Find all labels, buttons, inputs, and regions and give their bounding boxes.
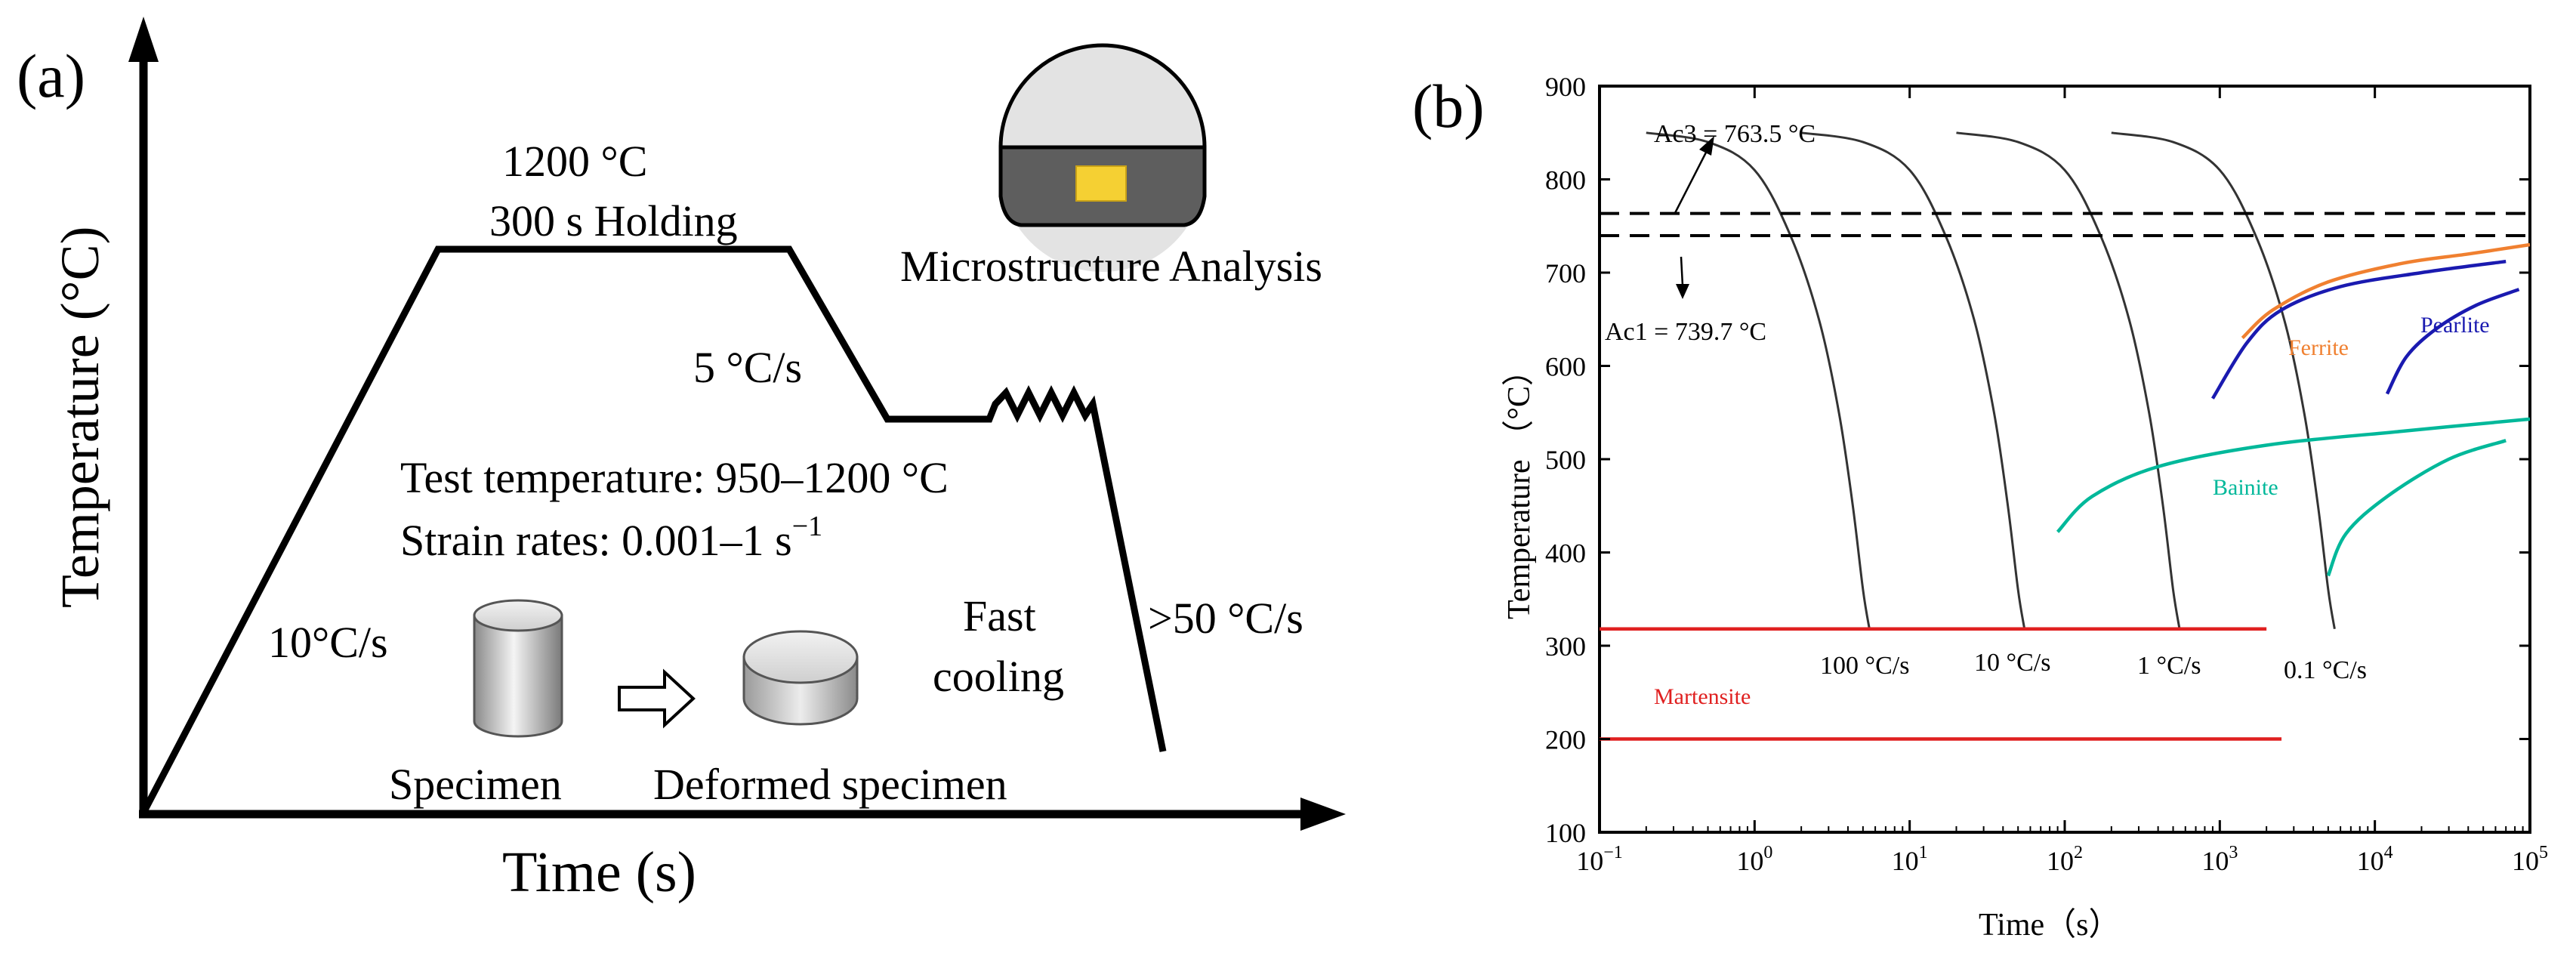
x-tick-label: 101 [1892,843,1928,876]
phase-curve-bainite [2056,417,2531,533]
ac1-pointer-head [1676,284,1689,299]
y-tick-label: 700 [1545,258,1586,288]
hollow-arrow-icon [618,668,696,729]
cooling-curve-1 [1800,131,2026,630]
microstructure-label: Microstructure Analysis [900,242,1322,291]
heating-rate-label: 10°C/s [268,618,388,667]
y-tick-label: 400 [1545,538,1586,569]
x-tick-label: 103 [2201,843,2238,876]
rate-label-10: 10 °C/s [1974,649,2050,677]
quench-rate-label: >50 °C/s [1148,594,1303,643]
ac1-label: Ac1 = 739.7 °C [1605,318,1766,346]
x-tick-label: 104 [2357,843,2393,876]
panel-a-y-axis-label: Temperature (°C) [50,226,110,608]
x-tick-label: 10−1 [1576,843,1623,876]
holding-temp-label: 1200 °C [502,137,647,186]
ac3-pointer [1674,147,1710,214]
ferrite-label: Ferrite [2288,335,2349,360]
panel-a-x-arrowhead [1300,798,1346,831]
phase-curve-bainite-lower [2326,439,2507,577]
specimen-label: Specimen [389,760,562,809]
pearlite-label: Pearlite [2420,313,2490,338]
cooling-rate-label: 5 °C/s [693,343,802,392]
y-tick-label: 600 [1545,352,1586,382]
panel-a-x-axis-label: Time (s) [502,841,696,904]
plot-frame [1598,85,2531,834]
specimen-cylinder-icon [473,599,563,738]
cooling-curve-3 [2111,131,2336,630]
phase-curve-pearlite [2385,288,2520,395]
rate-label-1: 1 °C/s [2137,652,2201,680]
x-tick-label: 105 [2512,843,2548,876]
holding-time-label: 300 s Holding [489,196,738,245]
strain-rates-label: Strain rates: 0.001–1 s−1 [400,511,822,565]
martensite-label: Martensite [1654,684,1751,709]
ac1-pointer [1680,256,1684,286]
fast-cooling-label-2: cooling [933,652,1064,701]
panel-a-y-arrowhead [128,17,159,62]
panel-a: (a) Temperature (°C) Time (s) 1200 °C 30… [17,17,1346,904]
y-tick-label: 300 [1545,631,1586,662]
rate-label-0-1: 0.1 °C/s [2284,656,2367,684]
y-tick-label: 500 [1545,445,1586,475]
thermal-schedule-line [140,245,1167,815]
fast-cooling-label-1: Fast [963,591,1036,640]
cooling-curve-2 [1956,131,2181,630]
deformed-specimen-label: Deformed specimen [653,760,1007,809]
test-temp-label: Test temperature: 950–1200 °C [400,453,949,502]
panel-b-label: (b) [1412,72,1485,140]
ac3-label: Ac3 = 763.5 °C [1654,120,1816,148]
y-tick-label: 200 [1545,725,1586,755]
y-tick-label: 100 [1545,818,1586,848]
y-tick-label: 900 [1545,72,1586,102]
plot-curves [1600,131,2531,741]
x-axis-label: Time（s） [1979,908,2121,943]
x-tick-label: 102 [2047,843,2083,876]
rate-label-100: 100 °C/s [1820,652,1909,680]
reference-lines [1600,211,2530,237]
ac3-pointer-head [1699,136,1714,156]
deformed-specimen-icon [742,630,859,726]
panel-a-label: (a) [17,42,85,110]
x-tick-label: 100 [1736,843,1772,876]
y-tick-label: 800 [1545,165,1586,196]
cooling-curve-0 [1646,131,1871,630]
phase-curve-pearlite-upper [2210,259,2507,400]
y-axis-label: Temperature （°C） [1502,354,1537,619]
phase-curve-ferrite [2241,242,2531,340]
bainite-label: Bainite [2213,475,2278,500]
microstructure-sample-icon [998,43,1207,272]
